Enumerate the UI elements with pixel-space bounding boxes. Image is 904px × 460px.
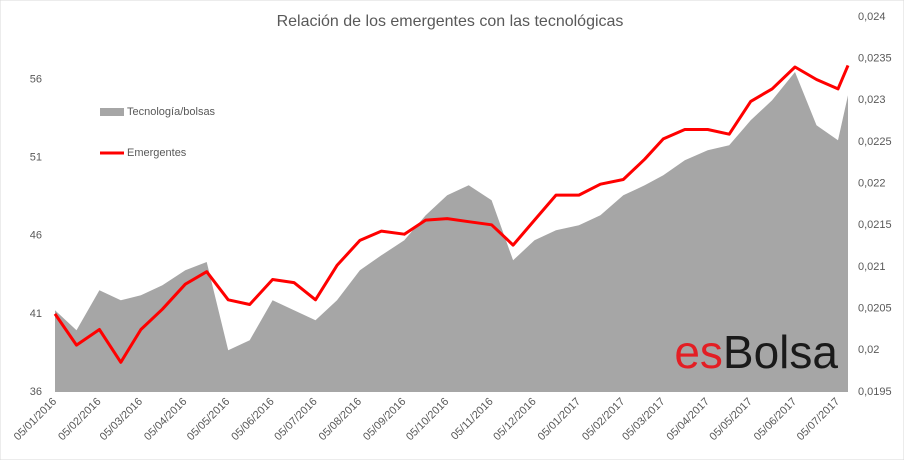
y2-tick-label: 0,021 <box>858 261 886 273</box>
legend-label: Tecnología/bolsas <box>127 106 216 118</box>
y2-tick-label: 0,0205 <box>858 303 892 315</box>
y2-tick-label: 0,0195 <box>858 386 892 398</box>
line <box>53 64 850 364</box>
y2-tick-label: 0,0215 <box>858 219 892 231</box>
y2-tick-label: 0,0225 <box>858 136 892 148</box>
y2-tick-label: 0,0235 <box>858 53 892 65</box>
logo-prefix: es <box>674 326 723 378</box>
chart-title: Relación de los emergentes con las tecno… <box>277 13 624 30</box>
logo: esBolsa <box>674 326 838 378</box>
y-tick-label: 41 <box>30 308 42 320</box>
y2-tick-label: 0,023 <box>858 94 886 106</box>
area <box>55 72 848 392</box>
y2-tick-label: 0,02 <box>858 344 879 356</box>
y-tick-label: 56 <box>30 73 42 85</box>
y-tick-label: 36 <box>30 386 42 398</box>
legend-swatch <box>100 108 124 116</box>
y-tick-label: 51 <box>30 152 42 164</box>
y2-tick-label: 0,022 <box>858 178 886 190</box>
logo-name: Bolsa <box>723 326 838 378</box>
y2-tick-label: 0,024 <box>858 11 886 23</box>
legend-label: Emergentes <box>127 147 187 159</box>
y-tick-label: 46 <box>30 230 42 242</box>
